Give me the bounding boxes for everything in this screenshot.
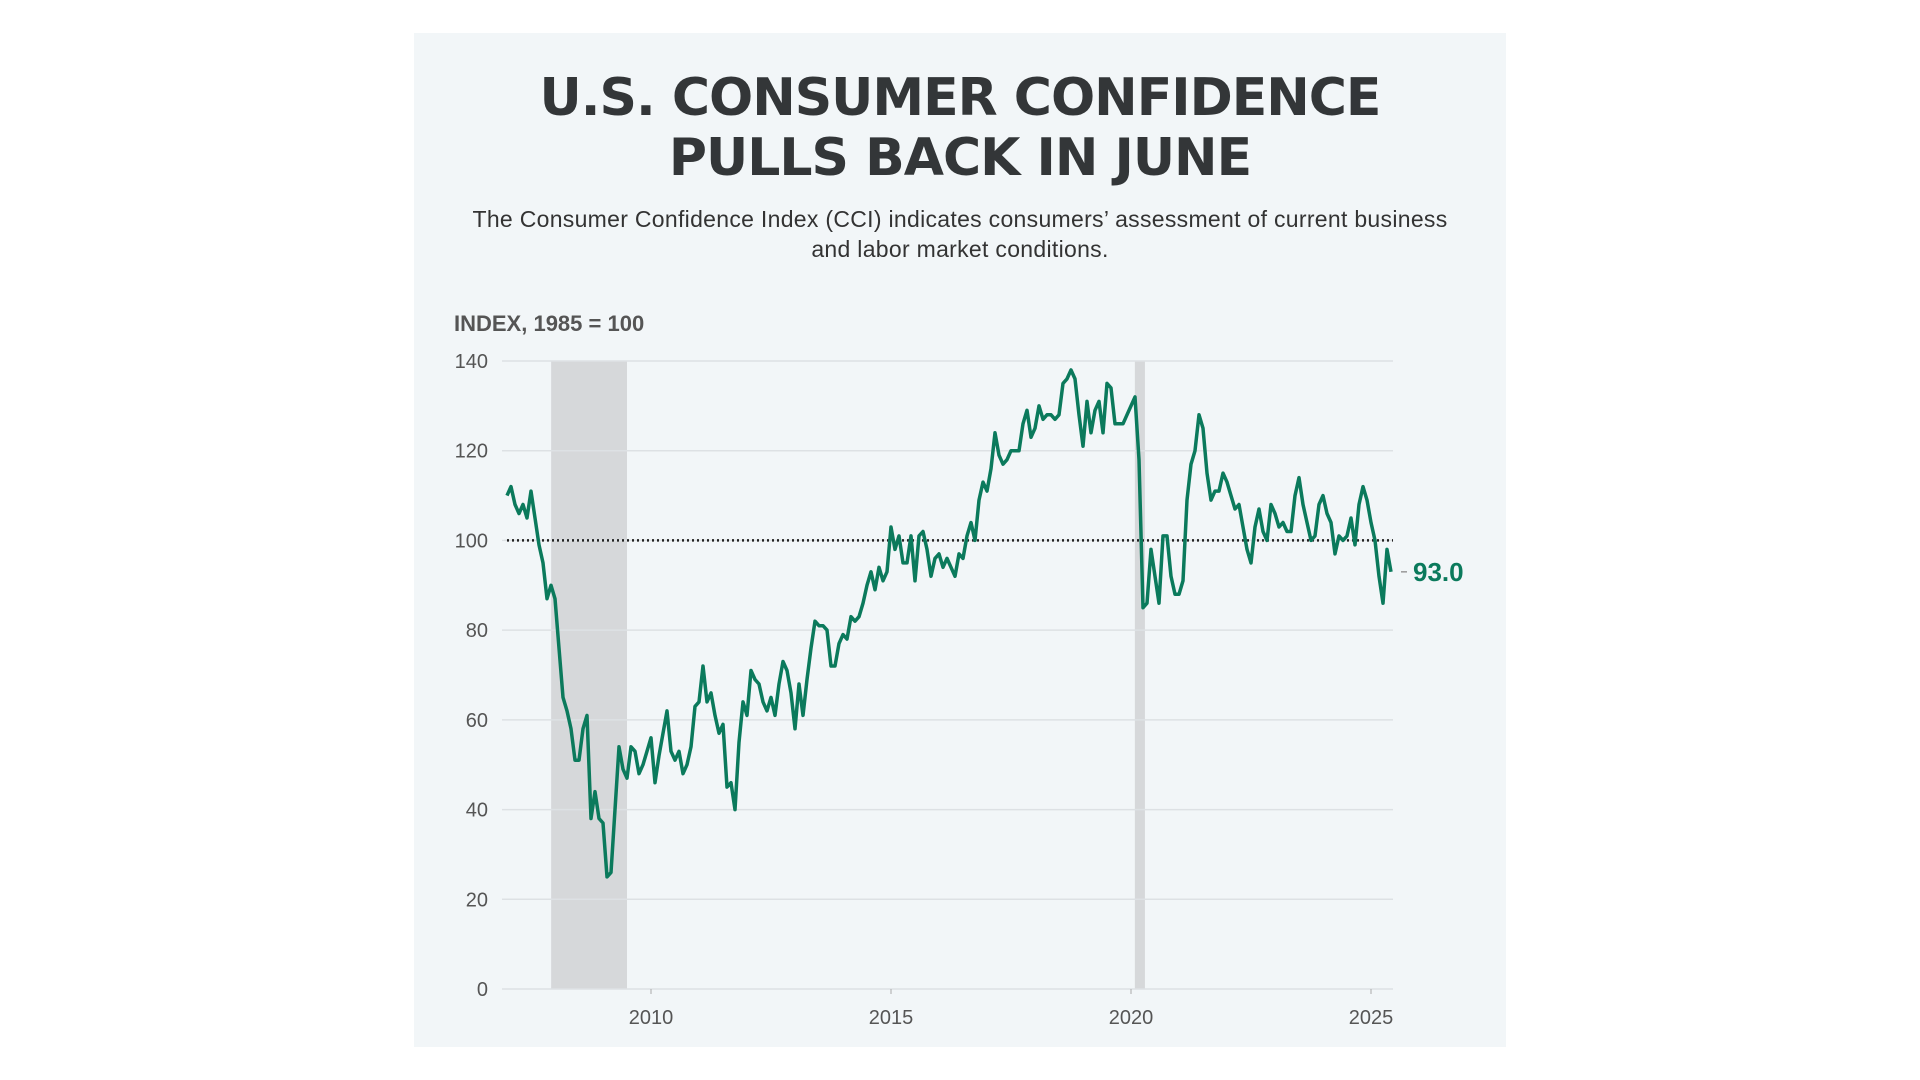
chart-title: U.S. CONSUMER CONFIDENCE PULLS BACK IN J… [414, 68, 1506, 188]
y-tick-label: 40 [466, 800, 488, 822]
cci-series-line [505, 368, 1393, 879]
x-tick-label: 2010 [629, 1007, 674, 1029]
title-line-2: PULLS BACK IN JUNE [668, 128, 1252, 188]
last-value-label: 93.0 [1413, 557, 1464, 587]
y-tick-label: 80 [466, 620, 488, 642]
y-tick-label: 140 [455, 351, 488, 373]
title-line-1: U.S. CONSUMER CONFIDENCE [539, 68, 1382, 128]
chart-subtitle: The Consumer Confidence Index (CCI) indi… [472, 206, 1448, 262]
x-tick-label: 2015 [869, 1007, 914, 1029]
x-tick-label: 2020 [1109, 1007, 1154, 1029]
x-tick-label: 2025 [1349, 1007, 1394, 1029]
y-tick-label: 20 [466, 889, 488, 911]
y-axis-label: INDEX, 1985 = 100 [454, 311, 644, 336]
recession-band [551, 361, 627, 989]
y-tick-label: 120 [455, 441, 488, 463]
y-tick-label: 0 [477, 979, 488, 1001]
y-tick-label: 60 [466, 710, 488, 732]
recession-band [1134, 361, 1145, 989]
y-tick-label: 100 [455, 530, 488, 552]
